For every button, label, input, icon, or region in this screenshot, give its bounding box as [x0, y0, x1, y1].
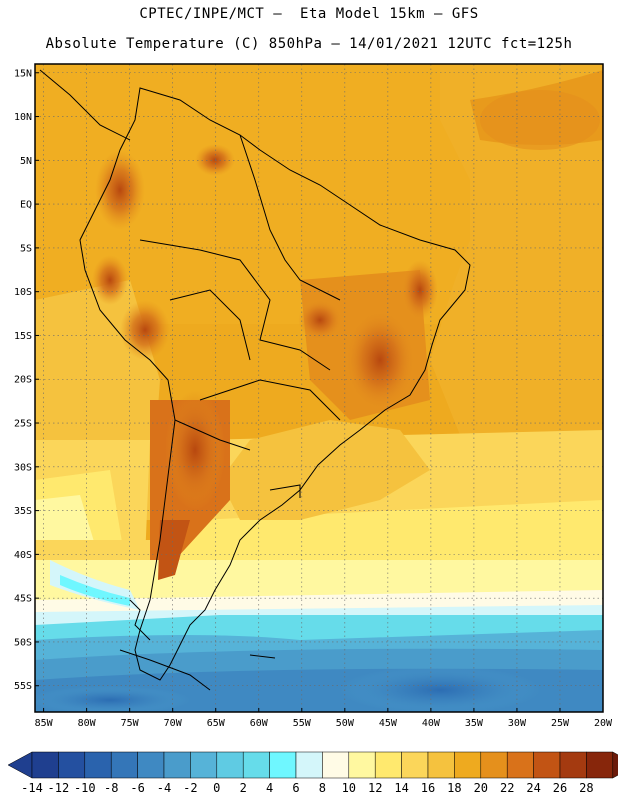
- colorbar-segment: [427, 751, 455, 779]
- colorbar-label: 0: [213, 781, 220, 795]
- lon-label: 55W: [293, 718, 312, 729]
- longitude-labels: 85W 80W 75W 70W 65W 60W 55W 50W 45W 40W 35W 30W 25W 2…: [35, 708, 613, 729]
- colorbar-segment: [480, 751, 508, 779]
- lat-label: 35S: [14, 506, 32, 517]
- colorbar-label: 22: [500, 781, 514, 795]
- colorbar-segment: [84, 751, 112, 779]
- lat-label: 30S: [14, 462, 32, 473]
- colorbar-segment: [322, 751, 350, 779]
- lon-label: 35W: [465, 718, 484, 729]
- colorbar-min-arrow: [7, 751, 33, 779]
- colorbar-label: 16: [421, 781, 435, 795]
- colorbar-segment: [190, 751, 218, 779]
- coastline: [39, 69, 471, 691]
- colorbar-label: -6: [130, 781, 144, 795]
- lat-label: EQ: [20, 200, 32, 211]
- lon-label: 80W: [78, 718, 97, 729]
- colorbar-segment: [401, 751, 429, 779]
- colorbar-segment: [58, 751, 86, 779]
- lat-label: 40S: [14, 550, 32, 561]
- lon-label: 85W: [35, 718, 54, 729]
- colorbar-segment: [163, 751, 191, 779]
- lon-label: 40W: [422, 718, 441, 729]
- colorbar-segment: [110, 751, 138, 779]
- colorbar-label: 24: [526, 781, 540, 795]
- colorbar-label: -4: [157, 781, 171, 795]
- lat-label: 45S: [14, 594, 32, 605]
- colorbar-label: -8: [104, 781, 118, 795]
- lat-label: 10S: [14, 287, 32, 298]
- lon-label: 70W: [164, 718, 183, 729]
- lat-label: 10N: [14, 112, 32, 123]
- colorbar-segment: [374, 751, 402, 779]
- colorbar-segment: [31, 751, 59, 779]
- colorbar-label: 20: [474, 781, 488, 795]
- lon-label: 25W: [551, 718, 570, 729]
- colorbar-label: -14: [21, 781, 43, 795]
- lat-label: 15N: [14, 68, 32, 79]
- colorbar-max-arrow: [612, 751, 618, 779]
- colorbar-label: -10: [74, 781, 96, 795]
- colorbar-segment: [506, 751, 534, 779]
- chart-title-line2: Absolute Temperature (C) 850hPa – 14/01/…: [45, 36, 573, 52]
- colorbar-segment: [295, 751, 323, 779]
- colorbar-label: -2: [183, 781, 197, 795]
- lat-label: 15S: [14, 331, 32, 342]
- colorbar-segment: [586, 751, 614, 779]
- colorbar-label: 28: [579, 781, 593, 795]
- colorbar-segment: [137, 751, 165, 779]
- lat-label: 50S: [14, 637, 32, 648]
- lon-label: 20W: [594, 718, 613, 729]
- graticule: [35, 64, 604, 712]
- colorbar: -14 -12 -10 -8 -6 -4 -2 0 2 4 6 8 10 12 14 16 18 20 22 24 26…: [7, 751, 618, 795]
- colorbar-label: 14: [394, 781, 408, 795]
- lon-label: 75W: [121, 718, 140, 729]
- lon-label: 65W: [207, 718, 226, 729]
- lat-label: 20S: [14, 375, 32, 386]
- colorbar-label: -12: [48, 781, 70, 795]
- colorbar-segment: [348, 751, 376, 779]
- lon-label: 45W: [379, 718, 398, 729]
- colorbar-segment: [216, 751, 244, 779]
- colorbar-label: 12: [368, 781, 382, 795]
- lon-label: 30W: [508, 718, 527, 729]
- colorbar-segment: [242, 751, 270, 779]
- colorbar-segment: [269, 751, 297, 779]
- colorbar-label: 4: [266, 781, 273, 795]
- colorbar-segment: [559, 751, 587, 779]
- colorbar-segment: [454, 751, 482, 779]
- colorbar-label: 8: [319, 781, 326, 795]
- lat-label: 5S: [20, 243, 32, 254]
- colorbar-label: 10: [342, 781, 356, 795]
- chart-title-line1: CPTEC/INPE/MCT – Eta Model 15km – GFS: [139, 6, 479, 22]
- colorbar-label: 2: [240, 781, 247, 795]
- lat-label: 25S: [14, 419, 32, 430]
- lon-label: 60W: [250, 718, 269, 729]
- latitude-labels: 15N 10N 5N EQ 5S 10S 15S 20S 25S 30S 35S 40S 45S 50S 5…: [14, 68, 39, 692]
- colorbar-segment: [533, 751, 561, 779]
- colorbar-label: 6: [292, 781, 299, 795]
- lat-label: 5N: [20, 156, 32, 167]
- lon-label: 50W: [336, 718, 355, 729]
- colorbar-label: 26: [553, 781, 567, 795]
- lat-label: 55S: [14, 681, 32, 692]
- colorbar-label: 18: [447, 781, 461, 795]
- plot-frame: [34, 63, 604, 713]
